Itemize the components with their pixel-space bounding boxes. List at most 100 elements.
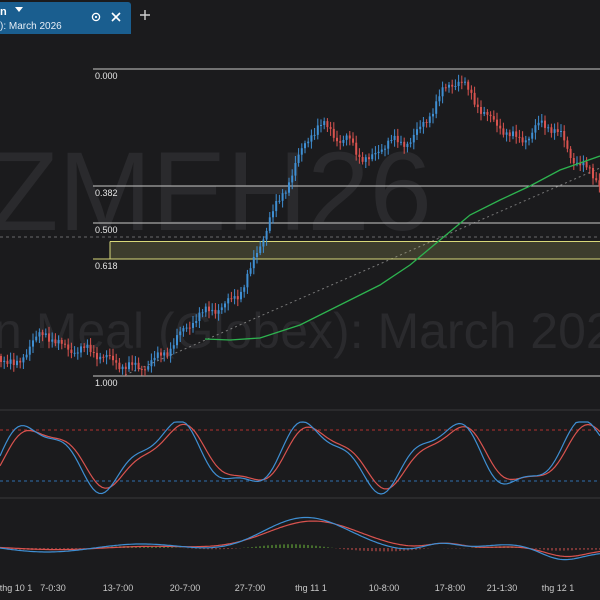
candle: [342, 135, 345, 147]
oscillator-fast-line: [0, 421, 600, 495]
candle: [451, 79, 454, 94]
candle: [35, 330, 38, 343]
candle: [172, 338, 175, 355]
candle: [147, 360, 150, 372]
candle: [297, 148, 300, 167]
trend-line: [124, 167, 600, 376]
candle: [384, 145, 386, 157]
candle: [80, 343, 82, 358]
candle: [553, 123, 556, 140]
candle: [537, 115, 540, 130]
candle: [438, 89, 441, 107]
candle: [508, 129, 511, 142]
candle: [201, 309, 204, 318]
candle: [281, 189, 284, 208]
candle: [448, 82, 450, 93]
plus-icon[interactable]: [139, 9, 151, 21]
candle: [160, 348, 162, 363]
candle: [403, 137, 406, 154]
candle: [252, 250, 255, 275]
candle: [284, 190, 287, 199]
candle: [304, 140, 306, 154]
candle: [435, 94, 438, 119]
candle: [240, 287, 242, 303]
candle: [70, 342, 73, 359]
candle: [259, 241, 262, 256]
candle: [176, 328, 178, 349]
candle: [6, 354, 9, 368]
candle: [163, 350, 166, 362]
tab-zmeh26[interactable]: n ): March 2026: [0, 2, 131, 34]
candle: [512, 126, 514, 140]
candle: [464, 77, 466, 86]
candle: [12, 352, 15, 372]
candle: [428, 112, 431, 128]
candle: [368, 153, 370, 166]
candle: [473, 86, 476, 108]
candle: [480, 100, 482, 121]
price-chart[interactable]: ZMEH26 n Meal (Globex): March 2026 0.000…: [0, 34, 600, 600]
candle: [108, 348, 111, 360]
candle: [144, 366, 146, 376]
candle: [393, 129, 396, 147]
chevron-down-icon[interactable]: [15, 7, 23, 12]
candle: [400, 135, 402, 146]
candle: [236, 289, 239, 307]
close-icon[interactable]: [111, 12, 121, 22]
candle: [560, 124, 562, 138]
candle: [92, 345, 95, 358]
candle: [598, 173, 600, 193]
candle: [169, 342, 172, 363]
candle: [156, 346, 159, 361]
candle: [275, 194, 278, 218]
candle: [345, 133, 348, 146]
candle: [377, 145, 380, 160]
golden-zone: [110, 241, 600, 259]
candle: [48, 326, 50, 349]
candle: [336, 130, 338, 147]
x-axis-label: thg 10 1: [0, 583, 32, 593]
watermark: ZMEH26 n Meal (Globex): March 2026: [0, 129, 600, 359]
candle: [361, 152, 364, 165]
candle: [204, 303, 207, 317]
watermark-description: n Meal (Globex): March 2026: [0, 303, 600, 359]
candle: [496, 112, 498, 133]
candle: [233, 289, 236, 305]
candle: [60, 337, 63, 350]
time-axis: thg 10 1 7-0:30 13-7:00 20-7:00 27-7:00 thg 1…: [0, 583, 574, 593]
x-axis-label: 20-7:00: [170, 583, 201, 593]
candle: [54, 333, 57, 347]
candle: [150, 353, 153, 373]
candle: [352, 132, 354, 146]
x-axis-label: 13-7:00: [103, 583, 134, 593]
candle: [294, 156, 297, 181]
candle: [25, 349, 28, 360]
candle: [505, 128, 508, 142]
candle: [492, 110, 495, 122]
candle: [521, 131, 524, 146]
candle: [422, 117, 425, 134]
fibonacci-retracement[interactable]: 0.000 0.382 0.500 0.618 1.000: [93, 68, 600, 388]
candle: [89, 338, 92, 357]
candle: [416, 122, 418, 140]
candle: [524, 135, 527, 150]
candle: [358, 148, 361, 164]
gear-icon[interactable]: [91, 12, 101, 22]
candle: [288, 177, 290, 196]
candle: [585, 157, 588, 170]
candle: [44, 328, 47, 338]
macd-line: [0, 516, 600, 561]
candle: [153, 351, 156, 367]
candle: [374, 146, 377, 161]
candle: [572, 153, 575, 170]
candle: [262, 236, 265, 253]
candle: [489, 111, 492, 123]
candle: [483, 106, 486, 117]
candle: [582, 155, 585, 172]
macd-pane: [0, 516, 600, 561]
candle: [128, 356, 130, 372]
candle: [182, 325, 185, 337]
candle: [592, 163, 594, 185]
x-axis-label: thg 12 1: [542, 583, 575, 593]
x-axis-label: 7-0:30: [40, 583, 66, 593]
